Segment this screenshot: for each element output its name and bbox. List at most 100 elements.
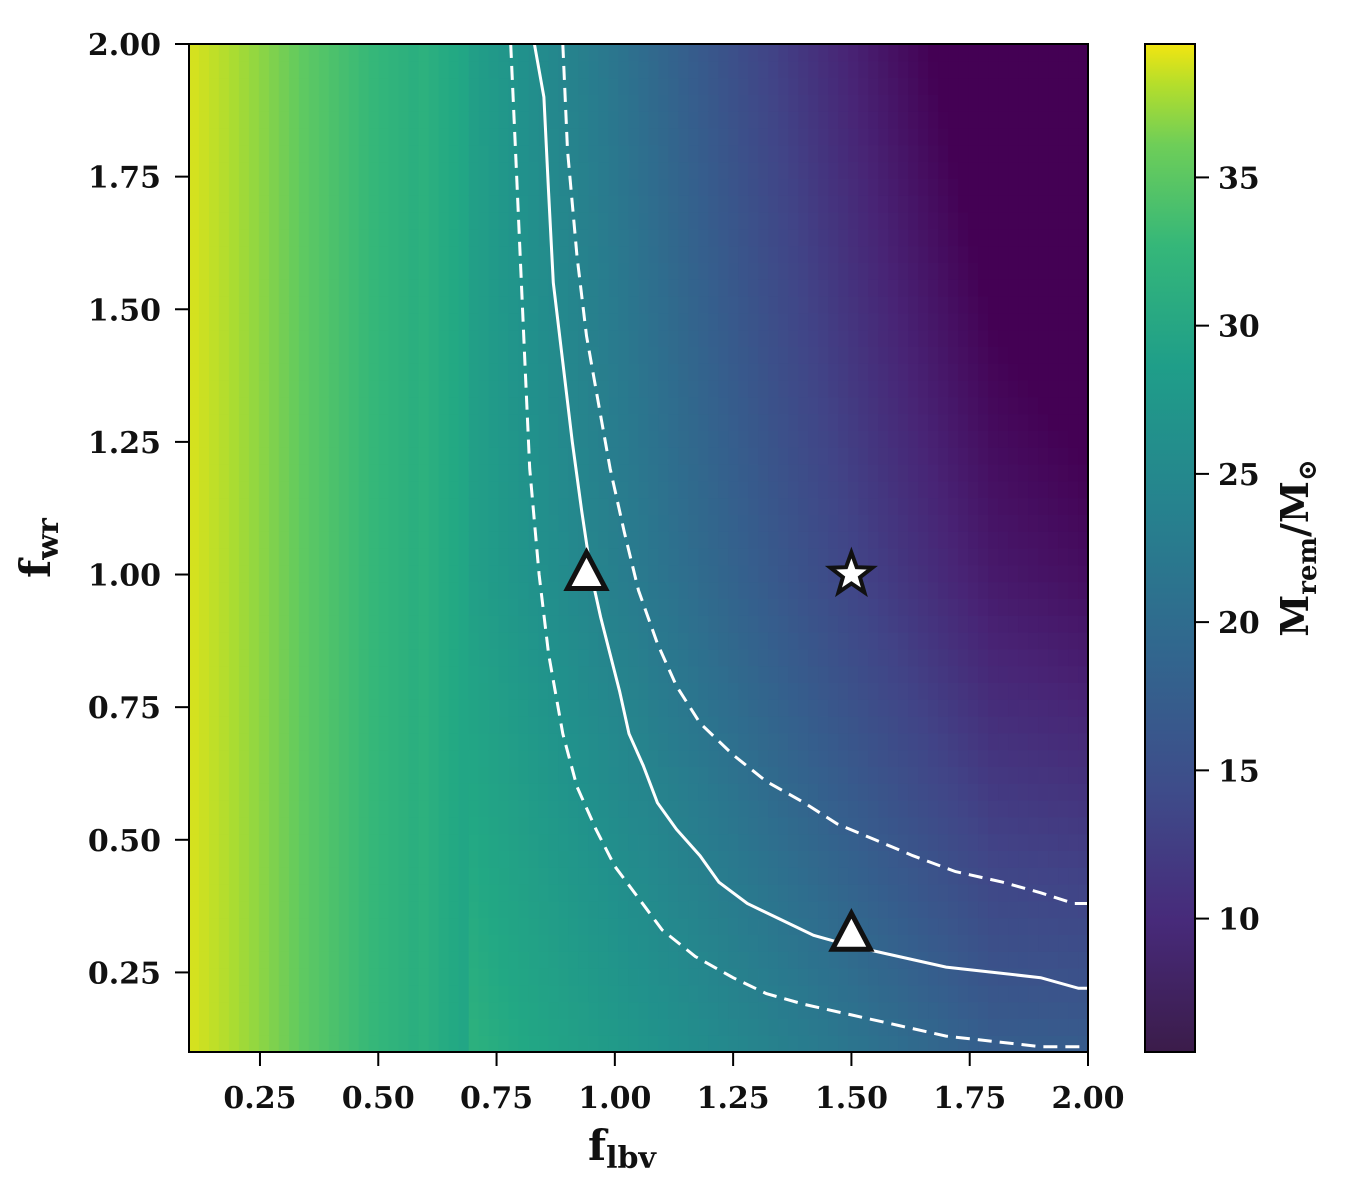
- heatmap-cell: [798, 144, 809, 163]
- heatmap-cell: [798, 464, 809, 482]
- heatmap-cell: [578, 968, 590, 986]
- heatmap-cell: [978, 816, 989, 835]
- heatmap-cell: [288, 128, 300, 146]
- heatmap-cell: [508, 766, 520, 784]
- heatmap-cell: [728, 1035, 739, 1052]
- heatmap-cell: [318, 1018, 330, 1036]
- heatmap-cell: [408, 732, 420, 751]
- heatmap-cell: [848, 984, 859, 1003]
- heatmap-cell: [288, 380, 300, 398]
- heatmap-cell: [888, 783, 899, 801]
- heatmap-cell: [958, 312, 969, 331]
- heatmap-cell: [358, 1018, 370, 1036]
- heatmap-cell: [1008, 262, 1019, 280]
- heatmap-cell: [518, 917, 530, 935]
- heatmap-cell: [558, 497, 570, 515]
- heatmap-cell: [518, 262, 530, 280]
- heatmap-cell: [558, 94, 570, 112]
- heatmap-cell: [368, 1035, 380, 1052]
- heatmap-cell: [638, 884, 650, 902]
- heatmap-cell: [938, 228, 949, 247]
- heatmap-cell: [468, 413, 480, 431]
- heatmap-cell: [658, 581, 670, 599]
- heatmap-cell: [328, 548, 340, 566]
- heatmap-cell: [448, 396, 460, 415]
- heatmap-cell: [618, 396, 630, 415]
- heatmap-cell: [958, 128, 969, 146]
- heatmap-cell: [658, 850, 670, 868]
- heatmap-cell: [798, 581, 809, 599]
- heatmap-cell: [888, 480, 899, 499]
- heatmap-cell: [768, 363, 779, 381]
- heatmap-cell: [838, 1018, 849, 1036]
- heatmap-cell: [928, 581, 939, 599]
- heatmap-cell: [508, 77, 520, 95]
- heatmap-cell: [438, 816, 450, 835]
- heatmap-cell: [728, 581, 739, 599]
- heatmap-cell: [398, 296, 410, 314]
- heatmap-cell: [498, 279, 510, 297]
- heatmap-cell: [258, 867, 270, 885]
- heatmap-cell: [258, 934, 270, 952]
- heatmap-cell: [358, 632, 370, 650]
- heatmap-cell: [918, 480, 929, 499]
- heatmap-cell: [228, 212, 240, 230]
- heatmap-cell: [808, 464, 819, 482]
- heatmap-cell: [678, 1018, 690, 1036]
- heatmap-cell: [328, 800, 340, 818]
- heatmap-cell: [388, 1001, 400, 1019]
- heatmap-cell: [238, 212, 250, 230]
- heatmap-cell: [208, 312, 220, 331]
- heatmap-cell: [918, 329, 929, 347]
- heatmap-cell: [698, 548, 710, 566]
- heatmap-cell: [468, 346, 480, 364]
- heatmap-cell: [298, 968, 310, 986]
- heatmap-cell: [858, 312, 869, 331]
- heatmap-cell: [628, 1035, 640, 1052]
- heatmap-cell: [328, 363, 340, 381]
- heatmap-cell: [588, 44, 600, 62]
- heatmap-cell: [298, 632, 310, 650]
- heatmap-cell: [328, 329, 340, 347]
- heatmap-cell: [498, 884, 510, 902]
- heatmap-cell: [528, 632, 540, 650]
- heatmap-cell: [548, 380, 560, 398]
- heatmap-cell: [958, 1018, 969, 1036]
- heatmap-cell: [428, 884, 440, 902]
- heatmap-cell: [298, 682, 310, 700]
- heatmap-cell: [428, 480, 440, 499]
- heatmap-cell: [398, 900, 410, 919]
- heatmap-cell: [218, 833, 230, 851]
- heatmap-cell: [748, 581, 759, 599]
- heatmap-cell: [198, 800, 210, 818]
- heatmap-cell: [558, 884, 570, 902]
- heatmap-cell: [198, 548, 210, 566]
- heatmap-cell: [788, 581, 799, 599]
- heatmap-cell: [468, 548, 480, 566]
- heatmap-cell: [558, 548, 570, 566]
- heatmap-cell: [658, 900, 670, 919]
- heatmap-cell: [768, 212, 779, 230]
- heatmap-cell: [308, 968, 320, 986]
- heatmap-cell: [238, 581, 250, 599]
- heatmap-cell: [948, 464, 959, 482]
- heatmap-cell: [568, 514, 580, 532]
- heatmap-cell: [918, 363, 929, 381]
- heatmap-cell: [348, 296, 360, 314]
- heatmap-cell: [448, 44, 460, 62]
- heatmap-cell: [888, 917, 899, 935]
- heatmap-cell: [378, 447, 390, 465]
- heatmap-cell: [238, 867, 250, 885]
- heatmap-cell: [778, 94, 789, 112]
- heatmap-cell: [528, 598, 540, 616]
- heatmap-cell: [348, 228, 360, 247]
- heatmap-cell: [838, 312, 849, 331]
- heatmap-cell: [398, 564, 410, 583]
- heatmap-cell: [528, 329, 540, 347]
- heatmap-cell: [918, 346, 929, 364]
- heatmap-cell: [428, 447, 440, 465]
- heatmap-cell: [868, 329, 879, 347]
- heatmap-cell: [768, 464, 779, 482]
- heatmap-cell: [698, 296, 710, 314]
- heatmap-cell: [758, 1035, 769, 1052]
